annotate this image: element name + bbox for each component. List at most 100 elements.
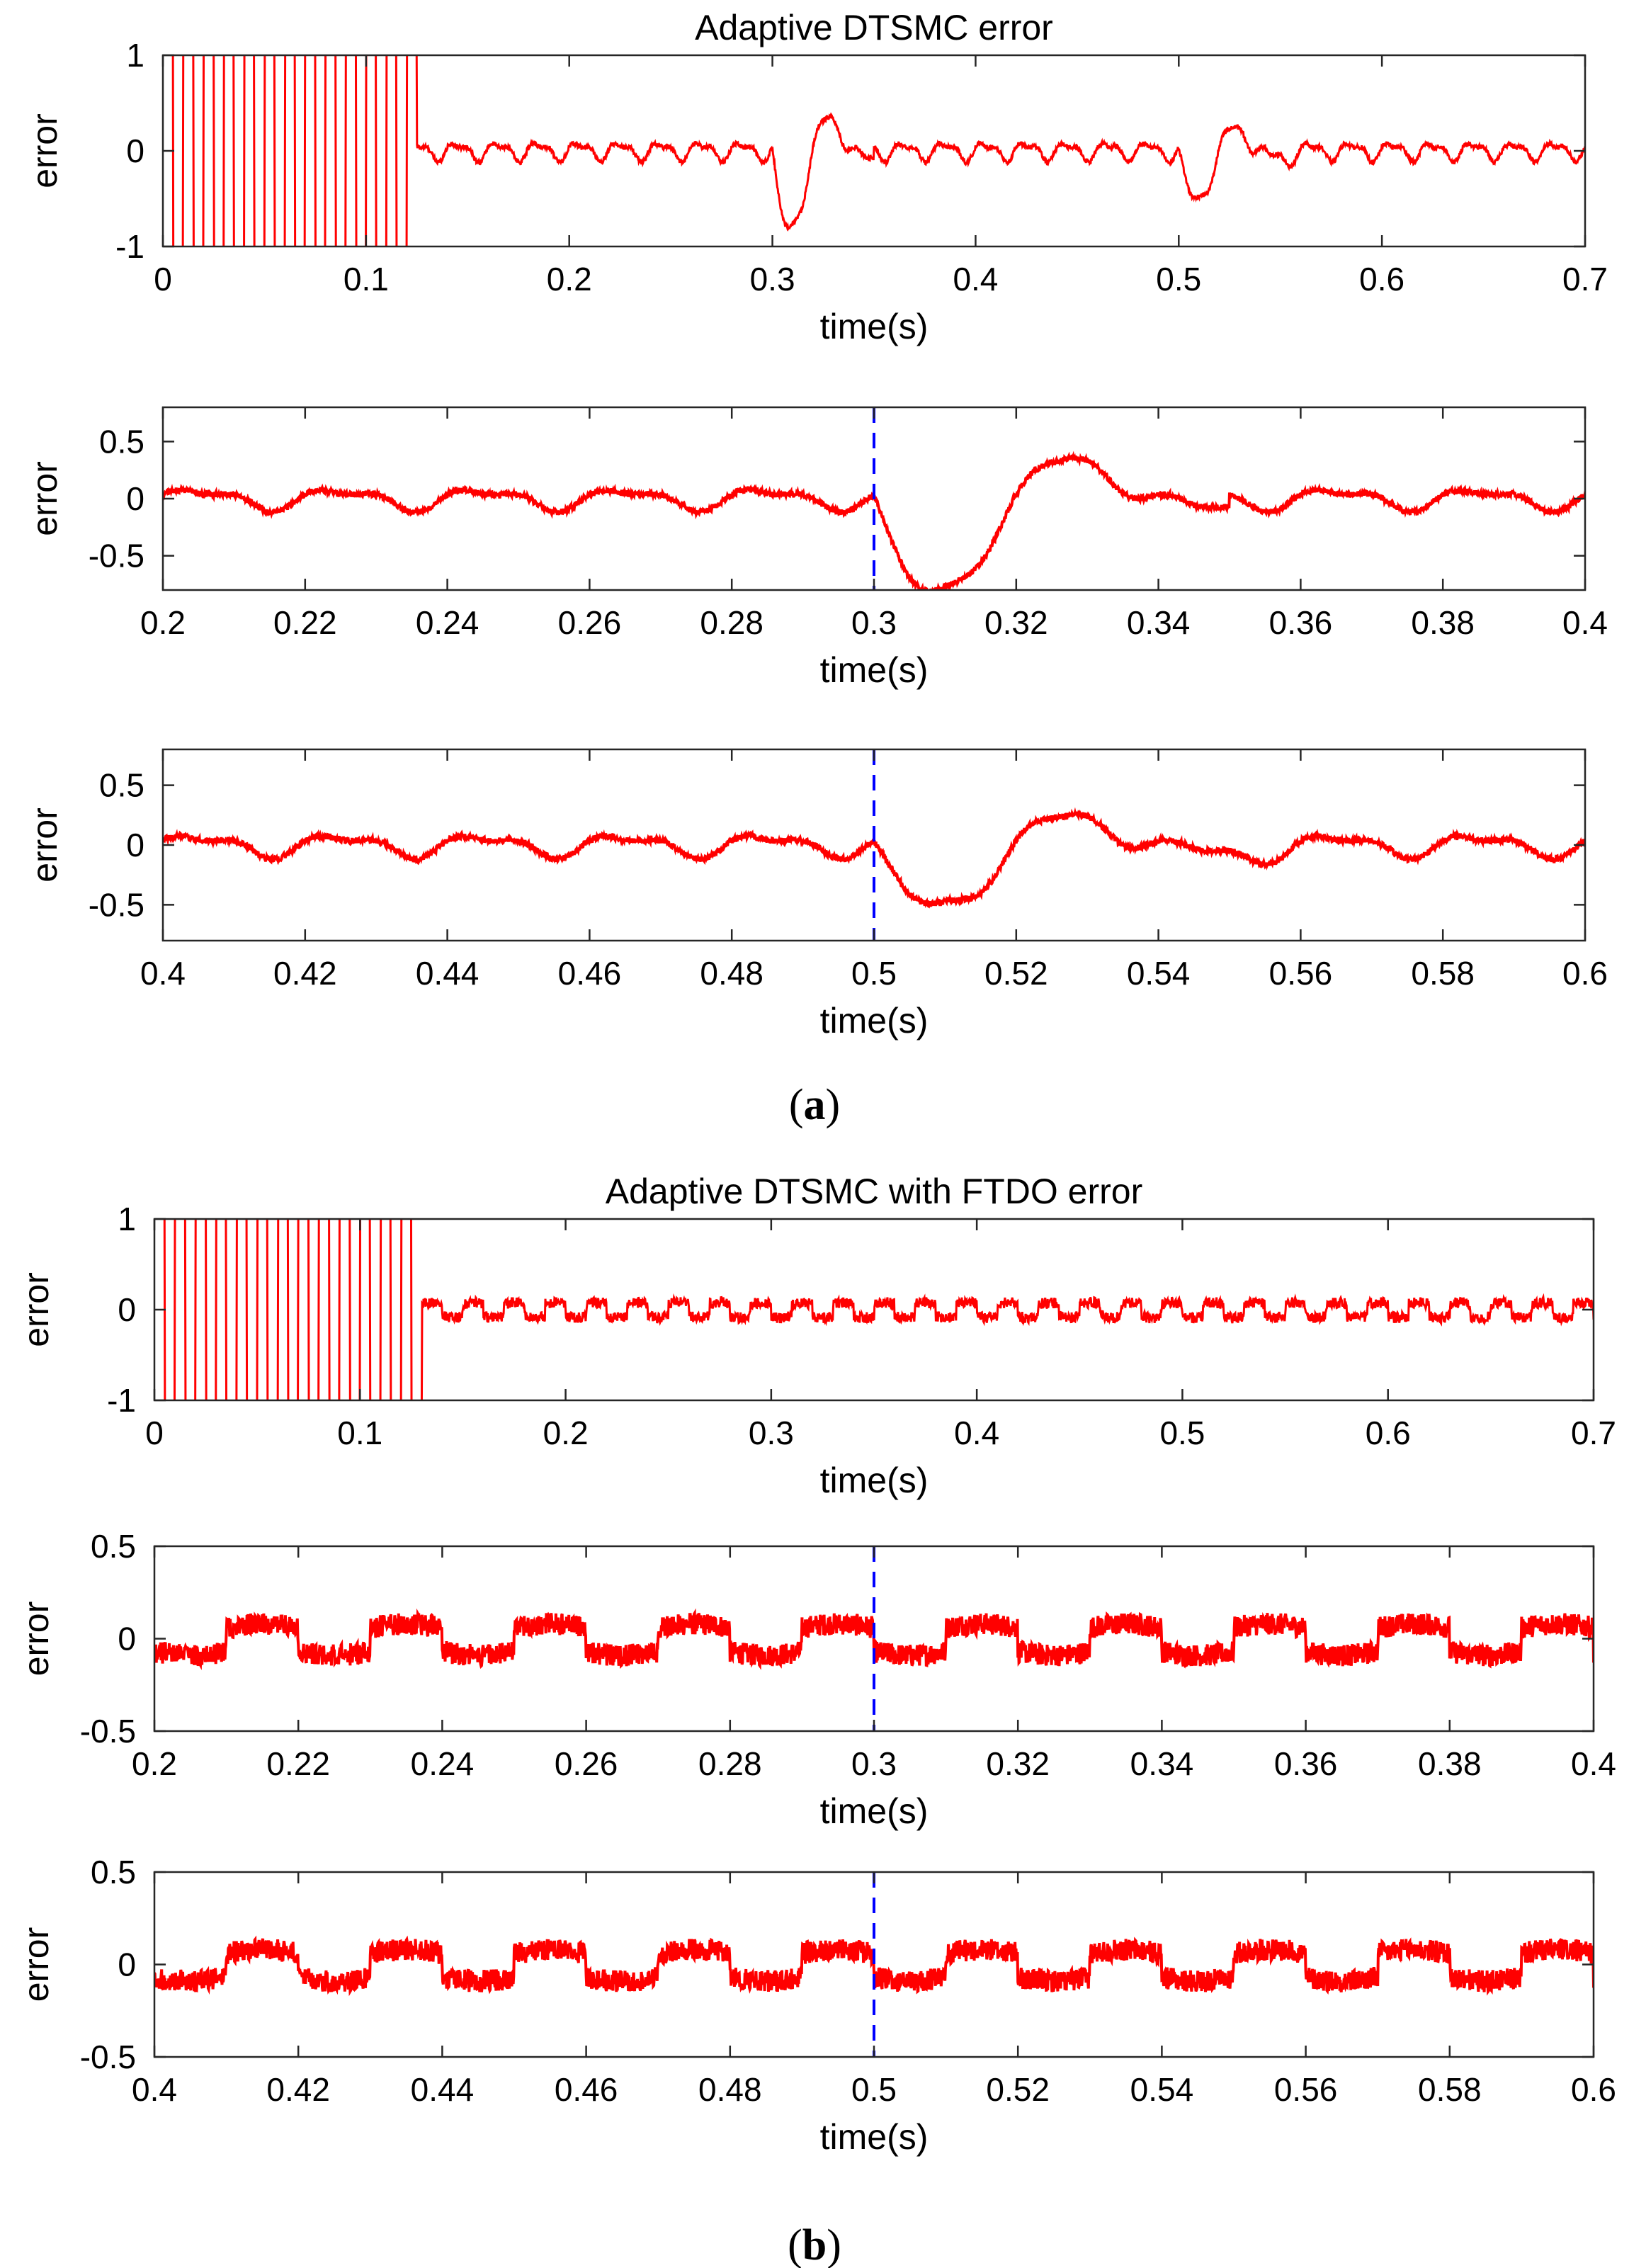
x-tick-label: 0.3 xyxy=(851,604,897,641)
x-tick-label: 0.6 xyxy=(1571,2071,1616,2108)
chart-4: 0 0.1 0.2 0.3 0.4 0.5 0.6 0.7-101time(s)errorAd… xyxy=(16,1172,1616,1500)
x-tick-label: 0 xyxy=(154,261,172,297)
y-tick-label: -0.5 xyxy=(80,1713,136,1750)
series-line-error xyxy=(163,1219,1594,1400)
x-tick-label: 0.32 xyxy=(984,604,1048,641)
plots-container: 0 0.1 0.2 0.3 0.4 0.5 0.6 0.7-101time(s)errorAd… xyxy=(16,8,1616,2157)
x-tick-label: 0.48 xyxy=(700,955,764,992)
x-tick-label: 0.7 xyxy=(1571,1414,1616,1451)
y-tick-label: 0.5 xyxy=(91,1528,136,1565)
chart-3: 0.4 0.42 0.44 0.46 0.48 0.5 0.52 0.54 0.56 0.58 0.… xyxy=(25,748,1608,1041)
y-axis-label: error xyxy=(25,113,64,188)
x-axis-label: time(s) xyxy=(820,2117,929,2157)
x-tick-label: 0.42 xyxy=(266,2071,330,2108)
caption-b-letter: b xyxy=(802,2221,827,2268)
x-tick-label: 0.22 xyxy=(266,1745,330,1782)
y-tick-label: 0 xyxy=(118,1946,136,1983)
y-tick-label: 1 xyxy=(126,37,144,74)
y-axis-label: error xyxy=(25,807,64,883)
y-tick-label: 0 xyxy=(118,1621,136,1657)
x-tick-label: 0.3 xyxy=(750,261,795,297)
x-axis-label: time(s) xyxy=(820,1791,929,1831)
x-tick-label: 0.7 xyxy=(1562,261,1608,297)
x-tick-label: 0.1 xyxy=(337,1414,382,1451)
x-tick-label: 0 xyxy=(145,1414,164,1451)
chart-2: 0.2 0.22 0.24 0.26 0.28 0.3 0.32 0.34 0.36 0.38 0.… xyxy=(25,406,1608,690)
x-tick-label: 0.34 xyxy=(1130,1745,1194,1782)
y-tick-label: -0.5 xyxy=(89,538,144,574)
chart-1: 0 0.1 0.2 0.3 0.4 0.5 0.6 0.7 -1 0 1 time(s) error Ad… xyxy=(25,8,1608,346)
x-tick-label: 0.4 xyxy=(140,955,186,992)
x-tick-label: 0.52 xyxy=(984,955,1048,992)
x-tick-label: 0.54 xyxy=(1127,955,1191,992)
x-tick-label: 0.36 xyxy=(1274,1745,1338,1782)
y-tick-label: 0 xyxy=(126,480,144,517)
y-axis-label: error xyxy=(16,1927,56,2002)
x-tick-label: 0.2 xyxy=(140,604,186,641)
x-tick-label: 0.2 xyxy=(547,261,592,297)
x-tick-label: 0.36 xyxy=(1269,604,1333,641)
x-tick-label: 0.58 xyxy=(1411,955,1475,992)
x-tick-label: 0.42 xyxy=(273,955,337,992)
x-axis-label: time(s) xyxy=(820,307,929,346)
x-tick-label: 0.4 xyxy=(954,1414,999,1451)
x-tick-label: 0.3 xyxy=(851,1745,897,1782)
y-tick-label: 0.5 xyxy=(99,767,144,804)
x-tick-label: 0.28 xyxy=(698,1745,762,1782)
x-tick-label: 0.5 xyxy=(1159,1414,1205,1451)
y-axis-label: error xyxy=(25,461,64,536)
x-tick-label: 0.56 xyxy=(1269,955,1333,992)
x-axis-label: time(s) xyxy=(820,1001,929,1041)
x-axis-label: time(s) xyxy=(820,1461,929,1500)
caption-a: (a) xyxy=(789,1081,840,1129)
y-tick-label: 0 xyxy=(126,132,144,169)
x-tick-label: 0.58 xyxy=(1418,2071,1482,2108)
y-tick-label: 0.5 xyxy=(91,1854,136,1890)
y-axis-label: error xyxy=(16,1272,56,1347)
x-tick-label: 0.5 xyxy=(851,2071,897,2108)
x-tick-label: 0.48 xyxy=(698,2071,762,2108)
x-tick-label: 0.5 xyxy=(1156,261,1201,297)
x-tick-label: 0.26 xyxy=(555,1745,618,1782)
y-tick-label: -1 xyxy=(107,1382,136,1419)
caption-a-letter: a xyxy=(804,1081,826,1129)
x-tick-label: 0.46 xyxy=(555,2071,618,2108)
x-tick-label: 0.38 xyxy=(1411,604,1475,641)
x-tick-label: 0.32 xyxy=(986,1745,1050,1782)
plot-title: Adaptive DTSMC with FTDO error xyxy=(606,1172,1142,1211)
x-tick-label: 0.44 xyxy=(416,955,479,992)
x-tick-label: 0.22 xyxy=(273,604,337,641)
x-tick-label: 0.54 xyxy=(1130,2071,1194,2108)
caption-b: (b) xyxy=(788,2221,841,2268)
x-tick-label: 0.38 xyxy=(1418,1745,1482,1782)
x-tick-label: 0.3 xyxy=(749,1414,794,1451)
x-tick-label: 0.2 xyxy=(543,1414,589,1451)
y-tick-label: 0 xyxy=(118,1291,136,1328)
x-tick-label: 0.5 xyxy=(851,955,897,992)
x-tick-label: 0.2 xyxy=(132,1745,177,1782)
x-axis-label: time(s) xyxy=(820,650,929,690)
x-tick-label: 0.4 xyxy=(1571,1745,1616,1782)
x-tick-label: 0.52 xyxy=(986,2071,1050,2108)
x-tick-label: 0.26 xyxy=(558,604,622,641)
x-tick-label: 0.46 xyxy=(558,955,622,992)
x-tick-label: 0.6 xyxy=(1562,955,1608,992)
y-tick-label: -0.5 xyxy=(89,886,144,923)
x-tick-label: 0.44 xyxy=(411,2071,475,2108)
x-tick-label: 0.4 xyxy=(1562,604,1608,641)
y-tick-label: 0.5 xyxy=(99,423,144,460)
y-axis-label: error xyxy=(16,1601,56,1677)
x-tick-label: 0.24 xyxy=(411,1745,475,1782)
x-tick-label: 0.28 xyxy=(700,604,764,641)
plot-title: Adaptive DTSMC error xyxy=(695,8,1053,47)
chart-5: 0.2 0.22 0.24 0.26 0.28 0.3 0.32 0.34 0.36 0.38 0.… xyxy=(16,1528,1616,1831)
x-tick-label: 0.24 xyxy=(416,604,479,641)
y-tick-label: 0 xyxy=(126,827,144,863)
x-tick-label: 0.4 xyxy=(132,2071,177,2108)
y-tick-label: -1 xyxy=(115,228,144,265)
x-tick-label: 0.6 xyxy=(1366,1414,1411,1451)
series-line-error xyxy=(154,1935,1594,1997)
x-tick-label: 0.34 xyxy=(1127,604,1191,641)
y-tick-label: 1 xyxy=(118,1201,136,1237)
